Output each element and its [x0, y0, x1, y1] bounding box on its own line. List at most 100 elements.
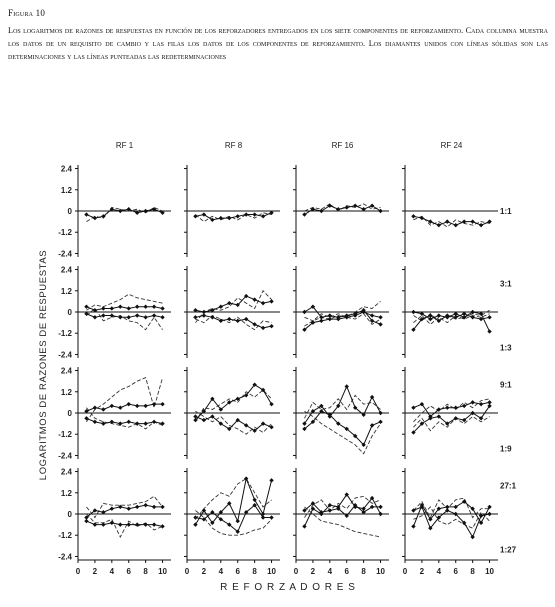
redetermination-series	[413, 497, 490, 519]
data-point	[151, 207, 157, 212]
data-point	[327, 508, 333, 513]
data-point	[336, 315, 341, 320]
y-tick-label: 2.4	[61, 468, 73, 477]
data-point	[369, 203, 375, 208]
data-point	[461, 403, 467, 409]
determination-series	[86, 520, 163, 527]
redetermination-series	[86, 307, 163, 331]
data-point	[269, 515, 274, 520]
data-point	[478, 222, 484, 228]
data-point	[302, 212, 307, 217]
data-point	[252, 382, 257, 387]
panel	[293, 367, 389, 459]
data-point	[118, 304, 123, 309]
ratio-label: 1:27	[500, 545, 517, 554]
data-point	[134, 313, 140, 318]
data-point	[227, 316, 232, 322]
data-point	[269, 323, 274, 329]
data-point	[92, 308, 98, 313]
data-point	[101, 522, 106, 527]
data-point	[143, 403, 148, 409]
data-point	[126, 506, 131, 511]
x-tick-label: 4	[328, 567, 333, 576]
x-tick-label: 2	[311, 567, 316, 576]
y-tick-label: -1.2	[58, 531, 72, 540]
data-point	[487, 511, 492, 517]
y-tick-label: -2.4	[58, 451, 72, 460]
data-point	[143, 208, 148, 214]
x-tick-label: 10	[376, 567, 385, 576]
data-point	[160, 504, 165, 510]
redetermination-series	[86, 407, 163, 430]
ratio-label: 27:1	[500, 482, 517, 491]
data-point	[235, 302, 240, 308]
data-point	[361, 506, 366, 511]
redetermination-series	[304, 410, 381, 455]
data-point	[478, 311, 484, 316]
data-point	[235, 318, 240, 324]
data-point	[160, 315, 165, 320]
data-point	[453, 315, 458, 320]
data-point	[201, 517, 207, 522]
data-point	[461, 520, 467, 526]
data-point	[84, 515, 89, 520]
data-point	[218, 407, 224, 412]
determination-series	[86, 403, 163, 412]
data-point	[369, 394, 375, 400]
column-title: RF 8	[225, 141, 243, 150]
figure-caption: Los logaritmos de razones de respuestas …	[8, 26, 548, 61]
y-tick-label: 0	[68, 510, 73, 519]
redetermination-series	[304, 301, 381, 327]
y-axis-title: LOGARITMOS DE RAZONES DE RESPUESTAS	[38, 250, 49, 480]
data-point	[193, 315, 198, 320]
determination-series	[413, 506, 490, 539]
data-point	[461, 417, 467, 423]
x-tick-label: 10	[485, 567, 494, 576]
x-tick-label: 4	[219, 567, 224, 576]
data-point	[436, 222, 442, 228]
x-tick-label: 8	[470, 567, 475, 576]
data-point	[310, 320, 316, 325]
data-point	[361, 308, 366, 313]
data-point	[470, 400, 475, 405]
data-point	[478, 513, 484, 518]
y-tick-label: 1.2	[61, 186, 73, 195]
data-point	[327, 412, 333, 417]
data-point	[84, 518, 89, 524]
panel	[293, 266, 389, 358]
column-title: RF 1	[116, 141, 134, 150]
data-point	[210, 217, 215, 223]
y-tick-label: 0	[68, 207, 73, 216]
redetermination-series	[304, 506, 381, 538]
determination-series	[304, 311, 381, 331]
panel	[402, 266, 498, 358]
data-point	[210, 414, 215, 419]
data-point	[260, 300, 266, 306]
data-point	[101, 421, 106, 426]
redetermination-series	[195, 289, 272, 323]
data-point	[336, 421, 341, 426]
determination-series	[86, 208, 163, 219]
data-point	[419, 316, 425, 322]
data-point	[269, 401, 274, 407]
data-point	[252, 322, 257, 327]
data-point	[378, 504, 383, 510]
column-title: RF 16	[332, 141, 354, 150]
data-point	[92, 419, 98, 425]
data-point	[478, 416, 484, 421]
redetermination-series	[413, 215, 490, 228]
determination-series	[413, 215, 490, 226]
data-point	[84, 416, 89, 421]
redetermination-series	[195, 315, 272, 331]
determination-series	[195, 384, 272, 421]
data-point	[118, 421, 123, 426]
data-point	[419, 311, 425, 316]
data-point	[126, 315, 131, 320]
data-point	[487, 315, 492, 320]
data-point	[243, 393, 249, 398]
panel	[402, 367, 498, 459]
data-point	[461, 499, 467, 504]
data-point	[210, 315, 215, 320]
data-point	[160, 306, 165, 311]
y-tick-label: -1.2	[58, 430, 72, 439]
